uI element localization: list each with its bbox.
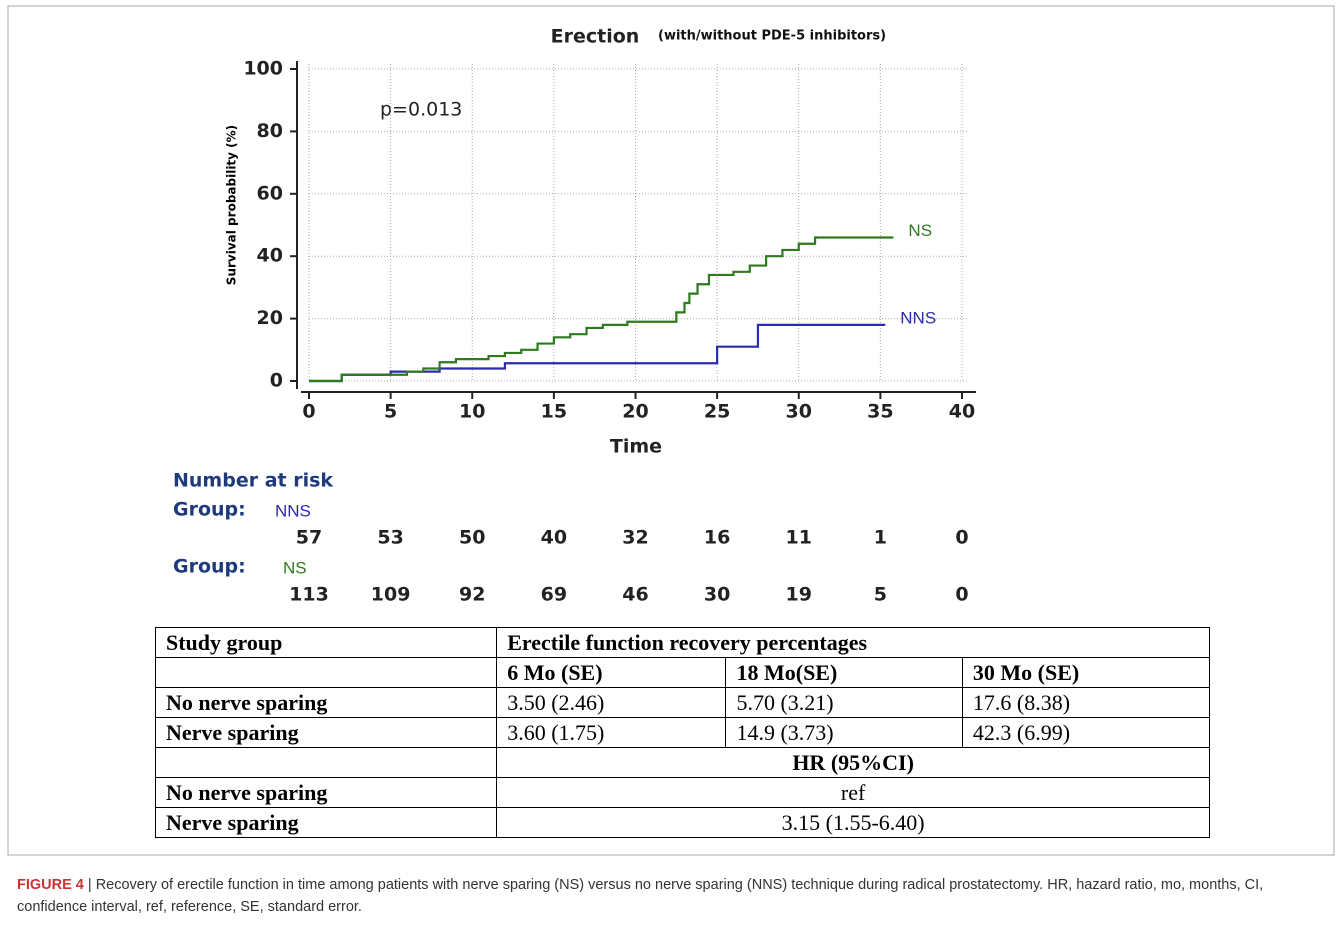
cell: 3.60 (1.75) <box>496 717 727 748</box>
cell: No nerve sparing <box>154 687 498 718</box>
group-label: Group: <box>173 556 246 578</box>
risk-title: Number at risk <box>173 470 333 492</box>
group-name: NS <box>283 558 307 577</box>
x-tick-label: 35 <box>867 401 893 423</box>
risk-count: 5 <box>874 584 887 606</box>
cell: 30 Mo (SE) <box>961 657 1211 688</box>
cell <box>154 747 498 778</box>
risk-count: 92 <box>459 584 485 606</box>
x-tick-label: 25 <box>704 401 730 423</box>
risk-count: 53 <box>377 527 403 549</box>
risk-count: 113 <box>289 584 329 606</box>
x-tick-label: 15 <box>541 401 567 423</box>
cell: 3.15 (1.55-6.40) <box>496 807 1210 838</box>
risk-count: 50 <box>459 527 485 549</box>
cell <box>154 657 498 688</box>
x-axis-label: Time <box>610 436 662 458</box>
risk-count: 40 <box>541 527 567 549</box>
group-name: NNS <box>275 501 311 520</box>
x-tick-label: 30 <box>786 401 812 423</box>
risk-count: 109 <box>371 584 411 606</box>
cell: Nerve sparing <box>154 807 498 838</box>
cell: Study group <box>154 627 498 658</box>
cell: No nerve sparing <box>154 777 498 808</box>
y-tick-label: 60 <box>257 182 283 204</box>
chart-subtitle: (with/without PDE-5 inhibitors) <box>658 29 886 44</box>
risk-count: 16 <box>704 527 730 549</box>
y-tick-label: 0 <box>270 370 283 392</box>
caption-label: FIGURE 4 <box>17 877 84 893</box>
risk-count: 0 <box>955 584 968 606</box>
figure: Erection (with/without PDE-5 inhibitors)… <box>7 5 1335 856</box>
x-tick-label: 20 <box>622 401 648 423</box>
cell: 18 Mo(SE) <box>725 657 963 688</box>
y-tick-label: 80 <box>257 120 283 142</box>
cell: 42.3 (6.99) <box>961 717 1211 748</box>
frame <box>7 5 1335 856</box>
series-label: NS <box>908 221 932 240</box>
risk-count: 69 <box>541 584 567 606</box>
x-tick-label: 5 <box>384 401 397 423</box>
x-tick-label: 40 <box>949 401 975 423</box>
y-tick-label: 20 <box>257 307 283 329</box>
cell: Erectile function recovery percentages <box>496 627 1210 658</box>
risk-count: 19 <box>786 584 812 606</box>
p-value: p=0.013 <box>380 99 462 121</box>
cell: HR (95%CI) <box>496 747 1210 778</box>
cell: 14.9 (3.73) <box>725 717 963 748</box>
results-table: Study group Erectile function recovery pe… <box>154 627 1211 838</box>
group-label: Group: <box>173 499 246 521</box>
caption: FIGURE 4 | Recovery of erectile function… <box>17 874 1327 918</box>
caption-text: | Recovery of erectile function in time … <box>17 877 1264 915</box>
y-tick-label: 100 <box>243 58 283 80</box>
risk-count: 57 <box>296 527 322 549</box>
risk-count: 30 <box>704 584 730 606</box>
y-axis-label: Survival probability (%) <box>225 125 239 285</box>
risk-count: 32 <box>622 527 648 549</box>
survival-curve <box>309 236 894 383</box>
cell: Nerve sparing <box>154 717 498 748</box>
cell: 5.70 (3.21) <box>725 687 963 718</box>
chart-title: Erection <box>551 26 640 48</box>
y-tick-label: 40 <box>257 245 283 267</box>
cell: 6 Mo (SE) <box>496 657 727 688</box>
risk-count: 1 <box>874 527 887 549</box>
cell: ref <box>496 777 1210 808</box>
cell: 17.6 (8.38) <box>961 687 1211 718</box>
risk-count: 11 <box>786 527 812 549</box>
x-tick-label: 10 <box>459 401 485 423</box>
risk-count: 46 <box>622 584 648 606</box>
x-tick-label: 0 <box>302 401 315 423</box>
cell: 3.50 (2.46) <box>496 687 727 718</box>
series-label: NNS <box>900 308 936 327</box>
risk-count: 0 <box>955 527 968 549</box>
